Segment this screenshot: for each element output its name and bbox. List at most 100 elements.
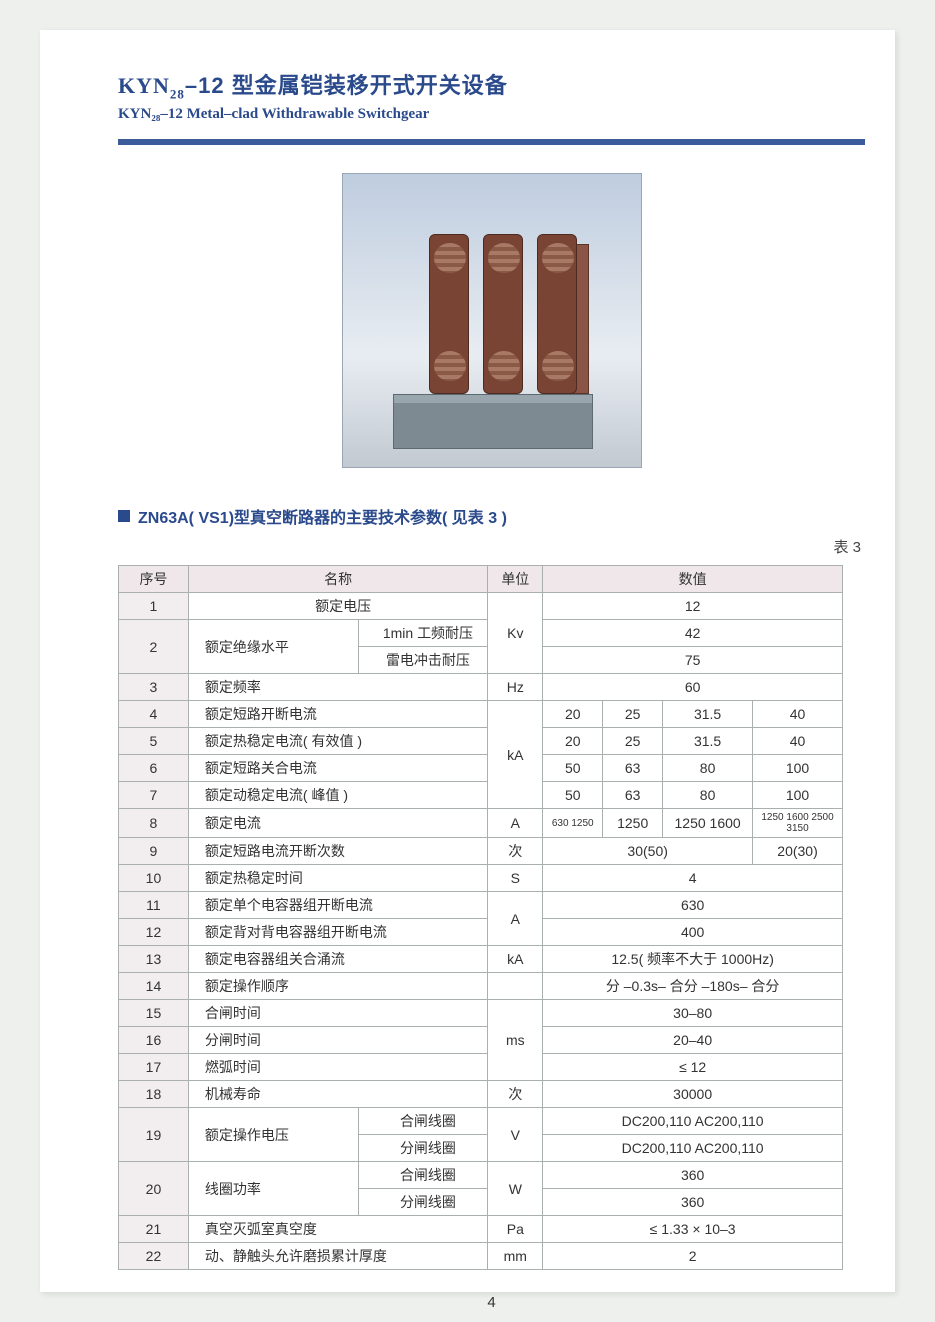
cell-value: 63 bbox=[603, 755, 663, 782]
title-chinese-suffix: –12 型金属铠装移开式开关设备 bbox=[185, 73, 508, 98]
cell-name: 燃弧时间 bbox=[188, 1054, 487, 1081]
cell-name: 额定动稳定电流( 峰值 ) bbox=[188, 782, 487, 809]
cell-value: 100 bbox=[753, 782, 843, 809]
cell-num: 19 bbox=[119, 1108, 189, 1162]
cell-name: 额定单个电容器组开断电流 bbox=[188, 892, 487, 919]
table-row: 1 额定电压 Kv 12 bbox=[119, 593, 843, 620]
title-english: KYN₂₈–12 Metal–clad Withdrawable Switchg… bbox=[118, 106, 865, 123]
cell-name: 额定热稳定电流( 有效值 ) bbox=[188, 728, 487, 755]
cell-num: 15 bbox=[119, 1000, 189, 1027]
cell-name: 额定频率 bbox=[188, 674, 487, 701]
cell-unit: kA bbox=[488, 946, 543, 973]
cell-unit: mm bbox=[488, 1243, 543, 1270]
cell-value: 1250 bbox=[603, 809, 663, 838]
cell-name-sub: 分闸线圈 bbox=[358, 1189, 488, 1216]
table-row: 2 额定绝缘水平 1min 工频耐压 42 bbox=[119, 620, 843, 647]
table-row: 5 额定热稳定电流( 有效值 ) 20 25 31.5 40 bbox=[119, 728, 843, 755]
cell-name: 线圈功率 bbox=[188, 1162, 358, 1216]
device-pole bbox=[483, 234, 523, 394]
cell-num: 9 bbox=[119, 838, 189, 865]
cell-num: 11 bbox=[119, 892, 189, 919]
cell-name-sub: 合闸线圈 bbox=[358, 1108, 488, 1135]
device-pole bbox=[429, 234, 469, 394]
table-row: 14 额定操作顺序 分 –0.3s– 合分 –180s– 合分 bbox=[119, 973, 843, 1000]
cell-value: 25 bbox=[603, 728, 663, 755]
page-header: KYN28–12 型金属铠装移开式开关设备 KYN₂₈–12 Metal–cla… bbox=[118, 68, 865, 123]
bushing-icon bbox=[434, 243, 466, 273]
cell-unit: 次 bbox=[488, 838, 543, 865]
table-row: 20 线圈功率 合闸线圈 W 360 bbox=[119, 1162, 843, 1189]
section-heading: ZN63A( VS1)型真空断路器的主要技术参数( 见表 3 ) bbox=[118, 504, 865, 528]
cell-value: 30–80 bbox=[543, 1000, 843, 1027]
product-figure bbox=[342, 173, 642, 468]
table-row: 6 额定短路关合电流 50 63 80 100 bbox=[119, 755, 843, 782]
cell-value: DC200,110 AC200,110 bbox=[543, 1108, 843, 1135]
product-figure-wrap bbox=[118, 173, 865, 468]
table-row: 19 额定操作电压 合闸线圈 V DC200,110 AC200,110 bbox=[119, 1108, 843, 1135]
cell-num: 21 bbox=[119, 1216, 189, 1243]
cell-num: 3 bbox=[119, 674, 189, 701]
device-base bbox=[393, 394, 593, 449]
cell-value: 20 bbox=[543, 728, 603, 755]
cell-unit: W bbox=[488, 1162, 543, 1216]
cell-value: 400 bbox=[543, 919, 843, 946]
cell-unit: 次 bbox=[488, 1081, 543, 1108]
cell-name: 机械寿命 bbox=[188, 1081, 487, 1108]
cell-value: ≤ 1.33 × 10–3 bbox=[543, 1216, 843, 1243]
cell-value: 360 bbox=[543, 1189, 843, 1216]
cell-name: 额定操作电压 bbox=[188, 1108, 358, 1162]
cell-name-sub: 1min 工频耐压 bbox=[358, 620, 488, 647]
section-heading-text: ZN63A( VS1)型真空断路器的主要技术参数( 见表 3 ) bbox=[138, 504, 507, 528]
cell-unit: Hz bbox=[488, 674, 543, 701]
cell-num: 16 bbox=[119, 1027, 189, 1054]
cell-value: 2 bbox=[543, 1243, 843, 1270]
page-number: 4 bbox=[118, 1294, 865, 1311]
bushing-icon bbox=[434, 351, 466, 381]
cell-num: 12 bbox=[119, 919, 189, 946]
cell-num: 22 bbox=[119, 1243, 189, 1270]
table-row: 3 额定频率 Hz 60 bbox=[119, 674, 843, 701]
table-row: 12 额定背对背电容器组开断电流 400 bbox=[119, 919, 843, 946]
cell-value: 63 bbox=[603, 782, 663, 809]
cell-name: 额定短路电流开断次数 bbox=[188, 838, 487, 865]
cell-num: 18 bbox=[119, 1081, 189, 1108]
cell-unit: ms bbox=[488, 1000, 543, 1081]
table-row: 4 额定短路开断电流 kA 20 25 31.5 40 bbox=[119, 701, 843, 728]
cell-value: 80 bbox=[663, 782, 753, 809]
cell-value: 20(30) bbox=[753, 838, 843, 865]
cell-value: 630 bbox=[543, 892, 843, 919]
document-page: KYN28–12 型金属铠装移开式开关设备 KYN₂₈–12 Metal–cla… bbox=[40, 30, 895, 1292]
bushing-icon bbox=[542, 243, 574, 273]
cell-value: 80 bbox=[663, 755, 753, 782]
cell-value: 30(50) bbox=[543, 838, 753, 865]
cell-unit bbox=[488, 973, 543, 1000]
cell-name-sub: 分闸线圈 bbox=[358, 1135, 488, 1162]
cell-value: 50 bbox=[543, 782, 603, 809]
table-row: 18 机械寿命 次 30000 bbox=[119, 1081, 843, 1108]
cell-num: 7 bbox=[119, 782, 189, 809]
cell-value: 1250 1600 2500 3150 bbox=[753, 809, 843, 838]
table-row: 7 额定动稳定电流( 峰值 ) 50 63 80 100 bbox=[119, 782, 843, 809]
cell-num: 4 bbox=[119, 701, 189, 728]
model-sub: 28 bbox=[170, 86, 185, 101]
table-row: 13 额定电容器组关合涌流 kA 12.5( 频率不大于 1000Hz) bbox=[119, 946, 843, 973]
cell-value: 50 bbox=[543, 755, 603, 782]
cell-unit: Pa bbox=[488, 1216, 543, 1243]
cell-value: 630 1250 bbox=[543, 809, 603, 838]
table-caption: 表 3 bbox=[118, 536, 865, 557]
cell-value: 31.5 bbox=[663, 701, 753, 728]
table-row: 10 额定热稳定时间 S 4 bbox=[119, 865, 843, 892]
cell-value: DC200,110 AC200,110 bbox=[543, 1135, 843, 1162]
cell-name: 额定操作顺序 bbox=[188, 973, 487, 1000]
cell-unit: kA bbox=[488, 701, 543, 809]
th-unit: 单位 bbox=[488, 566, 543, 593]
cell-value: 25 bbox=[603, 701, 663, 728]
cell-num: 20 bbox=[119, 1162, 189, 1216]
cell-value: 75 bbox=[543, 647, 843, 674]
cell-num: 17 bbox=[119, 1054, 189, 1081]
cell-num: 1 bbox=[119, 593, 189, 620]
table-header-row: 序号 名称 单位 数值 bbox=[119, 566, 843, 593]
cell-name: 额定热稳定时间 bbox=[188, 865, 487, 892]
cell-value: ≤ 12 bbox=[543, 1054, 843, 1081]
cell-name: 额定电容器组关合涌流 bbox=[188, 946, 487, 973]
